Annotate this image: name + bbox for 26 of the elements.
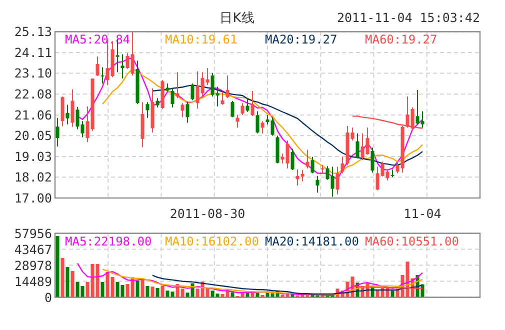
y-tick-label: 17.00 [14,190,52,206]
legend: MA5:20.84 [65,32,130,47]
y-tick-label: 24.11 [14,45,52,60]
y-tick-label: 19.03 [14,148,52,164]
x-tick-label: 11-04 [404,206,442,221]
chart-subtitle: 2011-11-04 15:03:42 [337,10,480,25]
legend: MA20:19.27 [265,32,338,47]
legend: MA5:22198.00 [65,234,152,248]
y-tick-label: 28978 [14,258,52,273]
y-tick-label: 23.10 [14,66,52,81]
y-tick-label: 43467 [14,242,52,257]
y-tick-label: 25.13 [14,24,52,40]
legend: MA10:19.61 [165,32,238,47]
y-tick-label: 18.02 [14,170,52,185]
legend: MA60:19.27 [365,32,438,47]
legend: MA20:14181.00 [265,234,359,248]
y-tick-label: 0 [44,290,52,305]
chart-title: 日K线 [220,11,254,26]
y-tick-label: 14489 [14,274,52,289]
legend: MA10:16102.00 [165,234,259,248]
y-tick-label: 57956 [14,226,52,241]
x-tick-label: 2011-08-30 [170,206,246,221]
legend: MA60:10551.00 [365,234,459,248]
y-tick-label: 20.05 [14,128,52,144]
y-tick-label: 21.06 [14,107,52,122]
y-tick-label: 22.08 [14,86,52,102]
